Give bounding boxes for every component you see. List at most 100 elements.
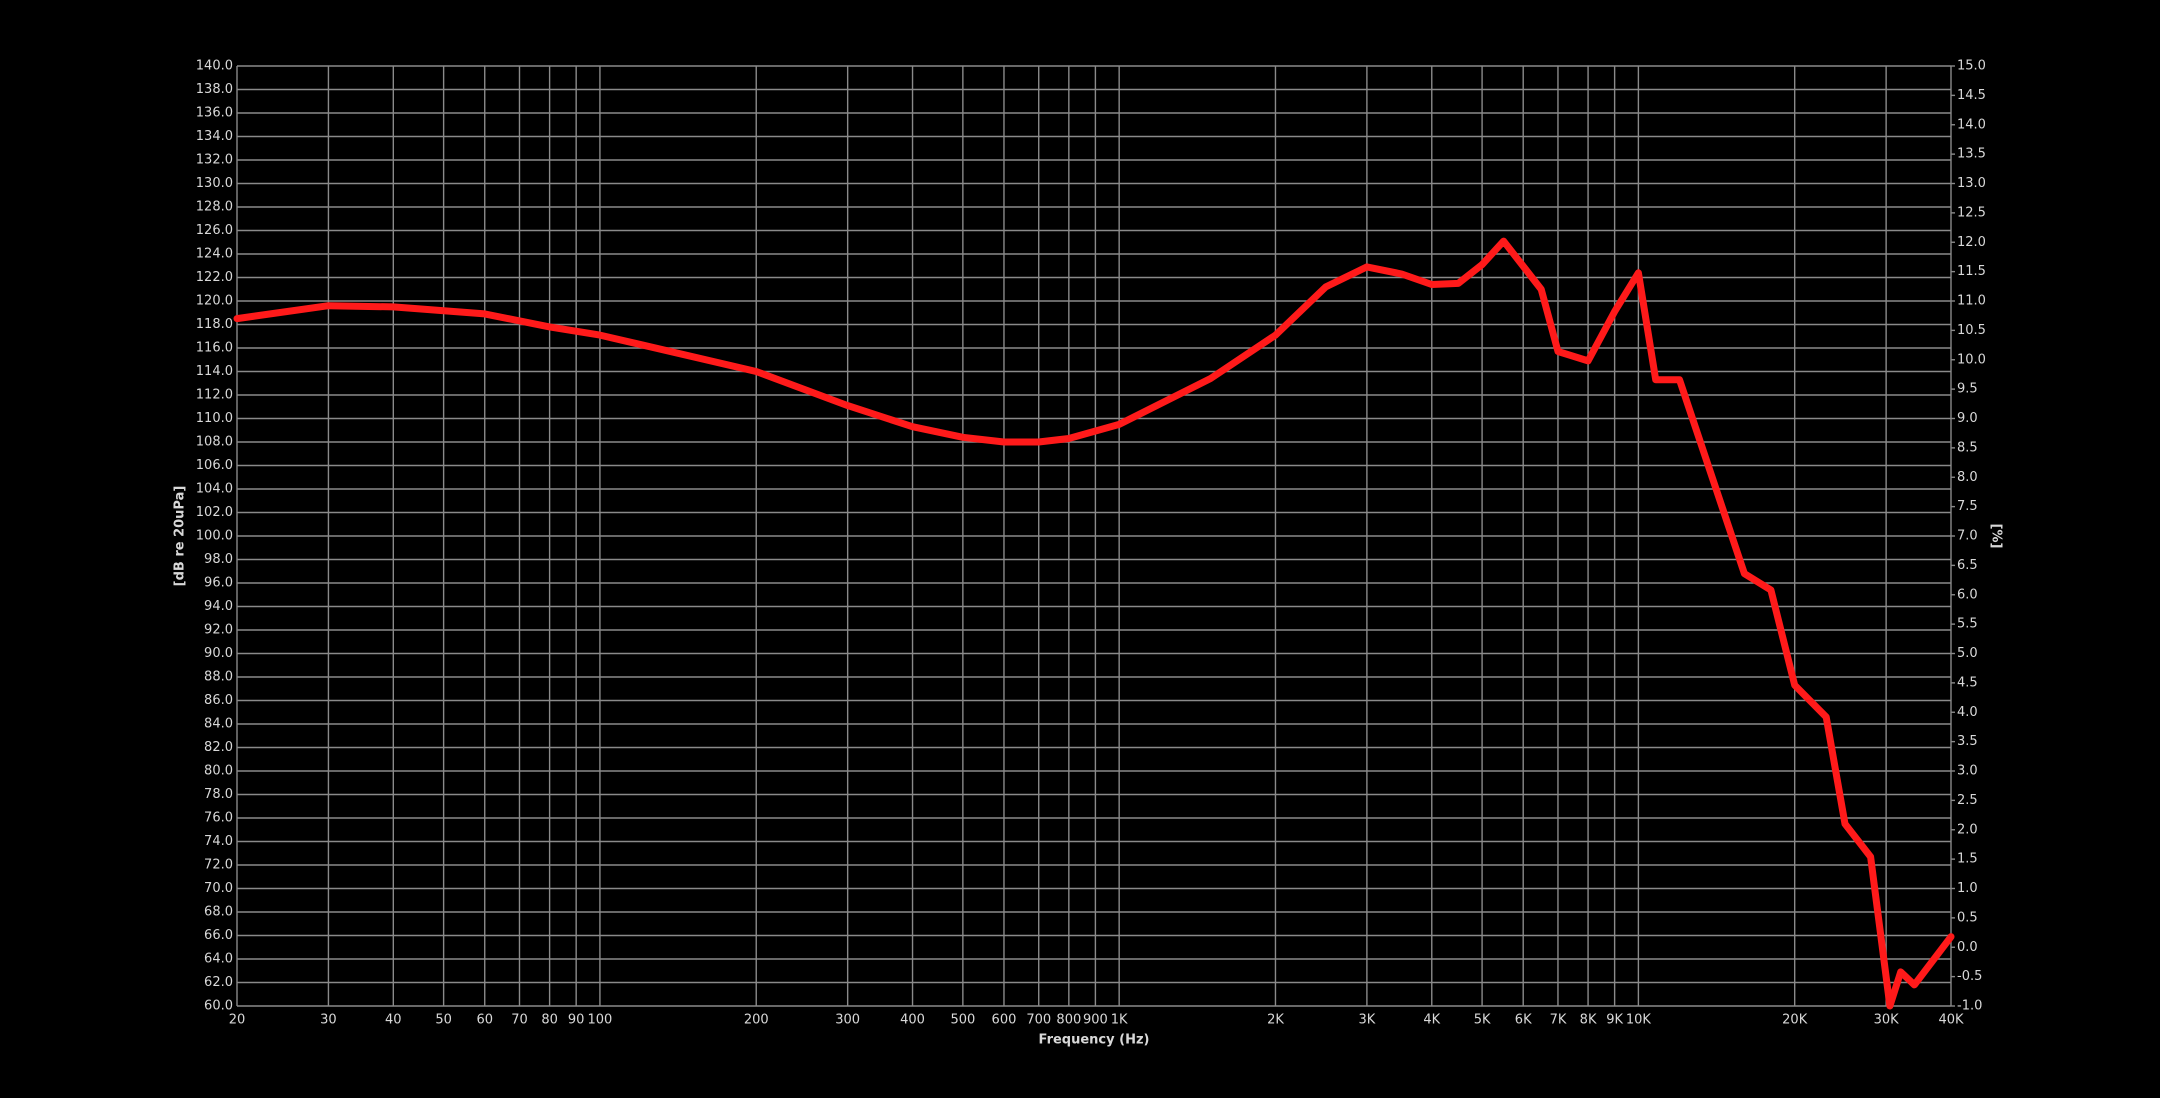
x-tick-label: 600: [992, 1013, 1017, 1028]
x-tick-label: 9K: [1606, 1013, 1623, 1028]
x-tick-label: 4K: [1423, 1013, 1440, 1028]
x-tick-label: 300: [835, 1013, 860, 1028]
x-axis-title: Frequency (Hz): [1039, 1033, 1150, 1048]
x-tick-label: 500: [950, 1013, 975, 1028]
y-tick-label: 118.0: [196, 317, 233, 332]
data-line: [233, 237, 1955, 1010]
y2-tick-label: 2.0: [1957, 822, 1978, 837]
y-tick-label: 86.0: [204, 693, 233, 708]
x-tick-label: 100: [588, 1013, 613, 1028]
y-tick-label: 100.0: [196, 529, 233, 544]
y-tick-label: 126.0: [196, 223, 233, 238]
y2-tick-label: 8.0: [1957, 470, 1978, 485]
y-tick-label: 94.0: [204, 599, 233, 614]
x-tick-label: 400: [900, 1013, 925, 1028]
y-tick-label: 140.0: [196, 59, 233, 74]
y-tick-label: 64.0: [204, 952, 233, 967]
y2-tick-label: 10.0: [1957, 352, 1986, 367]
x-tick-label: 10K: [1626, 1013, 1652, 1028]
y-tick-label: 62.0: [204, 975, 233, 990]
y2-tick-label: 5.0: [1957, 646, 1978, 661]
x-tick-label: 1K: [1111, 1013, 1128, 1028]
y-tick-label: 132.0: [196, 153, 233, 168]
y-tick-label: 98.0: [204, 552, 233, 567]
y-tick-label: 66.0: [204, 928, 233, 943]
y-tick-label: 70.0: [204, 881, 233, 896]
y2-tick-label: 10.5: [1957, 323, 1986, 338]
y2-tick-label: 11.5: [1957, 264, 1986, 279]
y2-tick-label: 1.5: [1957, 852, 1978, 867]
x-tick-label: 3K: [1358, 1013, 1375, 1028]
x-tick-label: 40K: [1938, 1013, 1964, 1028]
x-tick-label: 800: [1056, 1013, 1081, 1028]
y-tick-label: 92.0: [204, 623, 233, 638]
x-tick-label: 50: [435, 1013, 452, 1028]
y2-tick-label: 7.0: [1957, 529, 1978, 544]
y2-tick-label: 7.5: [1957, 499, 1978, 514]
y2-tick-label: 0.5: [1957, 910, 1978, 925]
y2-tick-label: 4.0: [1957, 705, 1978, 720]
y2-tick-label: 5.5: [1957, 617, 1978, 632]
y-tick-label: 60.0: [204, 999, 233, 1014]
y2-tick-label: 14.5: [1957, 88, 1986, 103]
y-tick-label: 134.0: [196, 129, 233, 144]
y-tick-label: 130.0: [196, 176, 233, 191]
y2-tick-label: 6.5: [1957, 558, 1978, 573]
y-tick-label: 136.0: [196, 106, 233, 121]
y-tick-label: 138.0: [196, 82, 233, 97]
x-tick-label: 30: [320, 1013, 337, 1028]
y2-tick-label: 2.5: [1957, 793, 1978, 808]
y-tick-label: 106.0: [196, 458, 233, 473]
x-tick-label: 900: [1083, 1013, 1108, 1028]
y2-tick-label: 11.0: [1957, 294, 1986, 309]
x-tick-label: 40: [385, 1013, 402, 1028]
y2-tick-label: 13.5: [1957, 147, 1986, 162]
y2-axis-title: [%]: [1989, 524, 2004, 549]
x-tick-label: 8K: [1580, 1013, 1597, 1028]
y-tick-label: 72.0: [204, 858, 233, 873]
y-tick-label: 76.0: [204, 811, 233, 826]
y2-tick-label: -0.5: [1957, 969, 1982, 984]
y-tick-label: 88.0: [204, 670, 233, 685]
y-tick-label: 84.0: [204, 717, 233, 732]
y2-tick-label: 0.0: [1957, 940, 1978, 955]
y2-tick-label: 9.0: [1957, 411, 1978, 426]
y2-tick-label: 6.0: [1957, 587, 1978, 602]
y-tick-label: 116.0: [196, 341, 233, 356]
y2-tick-label: 1.0: [1957, 881, 1978, 896]
y-tick-label: 102.0: [196, 505, 233, 520]
y-tick-label: 74.0: [204, 834, 233, 849]
x-tick-label: 80: [541, 1013, 558, 1028]
y2-tick-label: 15.0: [1957, 59, 1986, 74]
y2-tick-label: 4.5: [1957, 675, 1978, 690]
y-tick-label: 108.0: [196, 435, 233, 450]
y2-tick-label: 13.0: [1957, 176, 1986, 191]
y-tick-label: 78.0: [204, 787, 233, 802]
x-tick-label: 60: [476, 1013, 493, 1028]
y-tick-label: 124.0: [196, 247, 233, 262]
y-tick-label: 112.0: [196, 388, 233, 403]
y2-tick-label: 12.0: [1957, 235, 1986, 250]
y2-tick-label: 3.5: [1957, 734, 1978, 749]
x-tick-label: 20: [229, 1013, 246, 1028]
x-tick-label: 5K: [1474, 1013, 1491, 1028]
y2-tick-label: 3.0: [1957, 764, 1978, 779]
x-tick-label: 2K: [1267, 1013, 1284, 1028]
y-tick-label: 128.0: [196, 200, 233, 215]
x-tick-label: 700: [1026, 1013, 1051, 1028]
y-tick-label: 120.0: [196, 294, 233, 309]
y2-tick-label: 12.5: [1957, 205, 1986, 220]
y-tick-label: 110.0: [196, 411, 233, 426]
y2-tick-label: -1.0: [1957, 999, 1982, 1014]
y-tick-label: 114.0: [196, 364, 233, 379]
x-tick-label: 200: [744, 1013, 769, 1028]
x-tick-label: 20K: [1782, 1013, 1808, 1028]
y2-tick-label: 8.5: [1957, 440, 1978, 455]
y2-tick-label: 9.5: [1957, 382, 1978, 397]
y-tick-label: 104.0: [196, 482, 233, 497]
y-tick-label: 96.0: [204, 576, 233, 591]
y-tick-label: 82.0: [204, 740, 233, 755]
x-tick-label: 30K: [1874, 1013, 1900, 1028]
